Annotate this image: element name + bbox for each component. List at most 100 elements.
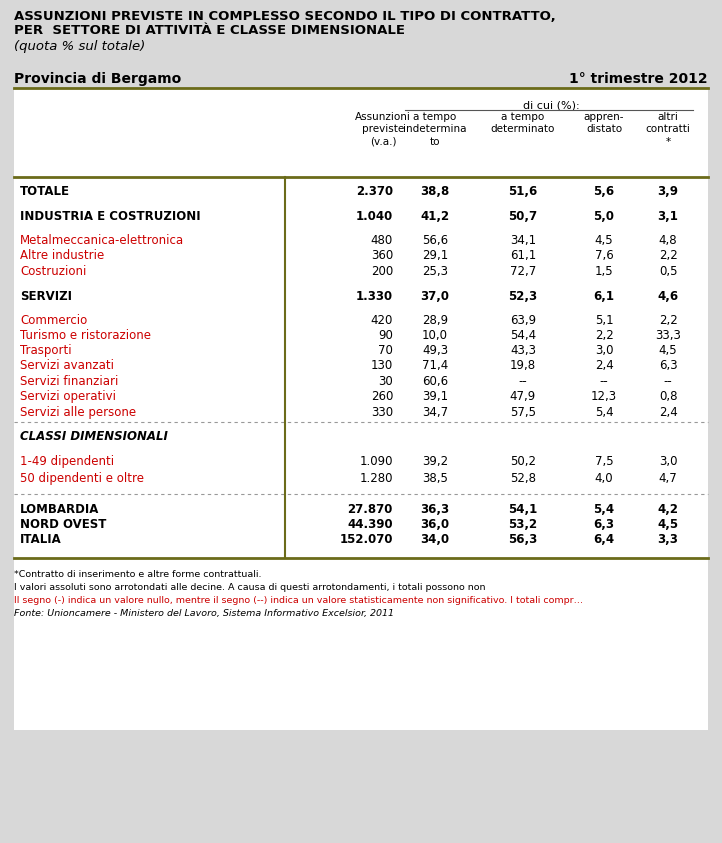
Text: 1-49 dipendenti: 1-49 dipendenti	[20, 455, 114, 468]
Text: 2,4: 2,4	[658, 406, 677, 419]
Text: 4,7: 4,7	[658, 472, 677, 485]
Text: 52,8: 52,8	[510, 472, 536, 485]
Text: *Contratto di inserimento e altre forme contrattuali.: *Contratto di inserimento e altre forme …	[14, 570, 261, 579]
Text: 38,8: 38,8	[420, 185, 450, 198]
Text: 480: 480	[371, 234, 393, 247]
Text: Costruzioni: Costruzioni	[20, 265, 87, 278]
Text: a tempo
indetermina
to: a tempo indetermina to	[404, 112, 466, 147]
Text: 39,1: 39,1	[422, 390, 448, 403]
Text: 3,0: 3,0	[658, 455, 677, 468]
Text: 1.090: 1.090	[360, 455, 393, 468]
Text: 34,0: 34,0	[420, 533, 450, 546]
Text: 360: 360	[371, 249, 393, 262]
Text: 63,9: 63,9	[510, 314, 536, 327]
Text: 10,0: 10,0	[422, 329, 448, 342]
Text: 7,5: 7,5	[595, 455, 613, 468]
Text: 0,5: 0,5	[658, 265, 677, 278]
Text: 50,7: 50,7	[508, 210, 538, 223]
Text: 33,3: 33,3	[655, 329, 681, 342]
Text: 2,2: 2,2	[658, 314, 677, 327]
Text: 60,6: 60,6	[422, 375, 448, 388]
Text: di cui (%):: di cui (%):	[523, 100, 580, 110]
Text: 4,2: 4,2	[658, 503, 679, 516]
Text: 6,4: 6,4	[593, 533, 614, 546]
Text: Metalmeccanica-elettronica: Metalmeccanica-elettronica	[20, 234, 184, 247]
Text: 330: 330	[371, 406, 393, 419]
Text: 7,6: 7,6	[595, 249, 614, 262]
Text: 2,4: 2,4	[595, 359, 614, 372]
Text: 49,3: 49,3	[422, 344, 448, 357]
Text: Servizi avanzati: Servizi avanzati	[20, 359, 114, 372]
Text: 6,1: 6,1	[593, 290, 614, 303]
Text: 5,1: 5,1	[595, 314, 613, 327]
Text: 5,6: 5,6	[593, 185, 614, 198]
Text: 41,2: 41,2	[420, 210, 450, 223]
Text: 72,7: 72,7	[510, 265, 536, 278]
Text: 3,1: 3,1	[658, 210, 679, 223]
Text: 2,2: 2,2	[595, 329, 614, 342]
Text: 39,2: 39,2	[422, 455, 448, 468]
Text: 1° trimestre 2012: 1° trimestre 2012	[570, 72, 708, 86]
Text: 51,6: 51,6	[508, 185, 538, 198]
Text: 130: 130	[371, 359, 393, 372]
Text: 50 dipendenti e oltre: 50 dipendenti e oltre	[20, 472, 144, 485]
Text: ASSUNZIONI PREVISTE IN COMPLESSO SECONDO IL TIPO DI CONTRATTO,: ASSUNZIONI PREVISTE IN COMPLESSO SECONDO…	[14, 10, 556, 23]
Text: 4,5: 4,5	[658, 518, 679, 531]
Text: 90: 90	[378, 329, 393, 342]
Text: 38,5: 38,5	[422, 472, 448, 485]
Text: 30: 30	[378, 375, 393, 388]
Text: 4,6: 4,6	[658, 290, 679, 303]
Text: Servizi finanziari: Servizi finanziari	[20, 375, 118, 388]
Text: 4,0: 4,0	[595, 472, 613, 485]
Text: 0,8: 0,8	[658, 390, 677, 403]
Text: altri
contratti
*: altri contratti *	[645, 112, 690, 147]
Text: 43,3: 43,3	[510, 344, 536, 357]
Text: 36,3: 36,3	[420, 503, 450, 516]
Text: 5,4: 5,4	[593, 503, 614, 516]
Text: INDUSTRIA E COSTRUZIONI: INDUSTRIA E COSTRUZIONI	[20, 210, 201, 223]
Text: 260: 260	[370, 390, 393, 403]
Text: 420: 420	[370, 314, 393, 327]
Text: 4,8: 4,8	[658, 234, 677, 247]
Text: 200: 200	[371, 265, 393, 278]
Text: Turismo e ristorazione: Turismo e ristorazione	[20, 329, 151, 342]
Text: a tempo
determinato: a tempo determinato	[491, 112, 555, 134]
Text: 3,3: 3,3	[658, 533, 679, 546]
Text: 27.870: 27.870	[347, 503, 393, 516]
Text: 3,9: 3,9	[658, 185, 679, 198]
Text: 5,0: 5,0	[593, 210, 614, 223]
Text: Fonte: Unioncamere - Ministero del Lavoro, Sistema Informativo Excelsior, 2011: Fonte: Unioncamere - Ministero del Lavor…	[14, 609, 394, 618]
Text: CLASSI DIMENSIONALI: CLASSI DIMENSIONALI	[20, 430, 168, 443]
Text: Il segno (-) indica un valore nullo, mentre il segno (--) indica un valore stati: Il segno (-) indica un valore nullo, men…	[14, 596, 583, 605]
Text: 28,9: 28,9	[422, 314, 448, 327]
Text: (quota % sul totale): (quota % sul totale)	[14, 40, 145, 53]
Text: 3,0: 3,0	[595, 344, 613, 357]
Text: Provincia di Bergamo: Provincia di Bergamo	[14, 72, 181, 86]
Text: 152.070: 152.070	[339, 533, 393, 546]
Text: --: --	[518, 375, 527, 388]
Bar	[14, 89, 708, 730]
Text: 52,3: 52,3	[508, 290, 538, 303]
Text: 36,0: 36,0	[420, 518, 450, 531]
Text: 6,3: 6,3	[593, 518, 614, 531]
Text: 1.330: 1.330	[356, 290, 393, 303]
Text: 56,6: 56,6	[422, 234, 448, 247]
Text: TOTALE: TOTALE	[20, 185, 70, 198]
Text: Commercio: Commercio	[20, 314, 87, 327]
Text: --: --	[664, 375, 672, 388]
Text: Servizi alle persone: Servizi alle persone	[20, 406, 136, 419]
Text: 2,2: 2,2	[658, 249, 677, 262]
Text: 47,9: 47,9	[510, 390, 536, 403]
Text: 19,8: 19,8	[510, 359, 536, 372]
Text: 6,3: 6,3	[658, 359, 677, 372]
Text: 57,5: 57,5	[510, 406, 536, 419]
Text: Altre industrie: Altre industrie	[20, 249, 104, 262]
Text: 25,3: 25,3	[422, 265, 448, 278]
Text: 54,4: 54,4	[510, 329, 536, 342]
Text: 37,0: 37,0	[420, 290, 450, 303]
Text: Assunzioni
previste
(v.a.): Assunzioni previste (v.a.)	[355, 112, 411, 147]
Text: 54,1: 54,1	[508, 503, 538, 516]
Text: 29,1: 29,1	[422, 249, 448, 262]
Text: 50,2: 50,2	[510, 455, 536, 468]
Text: 1.040: 1.040	[356, 210, 393, 223]
